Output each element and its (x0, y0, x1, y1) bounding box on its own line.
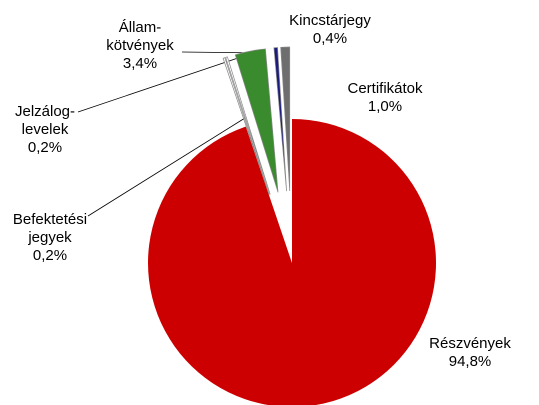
value-label: 0,2% (32, 247, 68, 264)
category-label: Certifikátok (347, 80, 423, 97)
slice-label: Certifikátok 1,0% (347, 80, 422, 116)
category-label: Állam- kötvények (106, 19, 174, 54)
category-label: Befektetési jegyek (12, 211, 88, 246)
slice-label: Befektetési jegyek 0,2% (13, 211, 87, 265)
slice-label: Részvények 94,8% (429, 335, 511, 371)
category-label: Kincstárjegy (289, 12, 371, 29)
category-label: Részvények (429, 335, 511, 352)
leader-line (87, 117, 246, 217)
slice-label: Jelzálog- levelek 0,2% (15, 103, 75, 157)
slice-label: Kincstárjegy 0,4% (289, 12, 371, 48)
pie-slice (273, 47, 287, 192)
slice-label: Állam- kötvények 3,4% (106, 19, 174, 73)
value-label: 1,0% (367, 98, 403, 115)
value-label: 0,4% (312, 30, 348, 47)
value-label: 0,2% (27, 139, 63, 156)
pie-slice (280, 46, 291, 192)
value-label: 94,8% (448, 353, 492, 370)
value-label: 3,4% (122, 55, 158, 72)
pie-slice (148, 119, 436, 405)
pie-slice (225, 56, 271, 195)
leader-line (77, 57, 239, 113)
pie-slice (222, 57, 270, 195)
category-label: Jelzálog- levelek (14, 103, 76, 138)
pie-slice (234, 48, 279, 193)
